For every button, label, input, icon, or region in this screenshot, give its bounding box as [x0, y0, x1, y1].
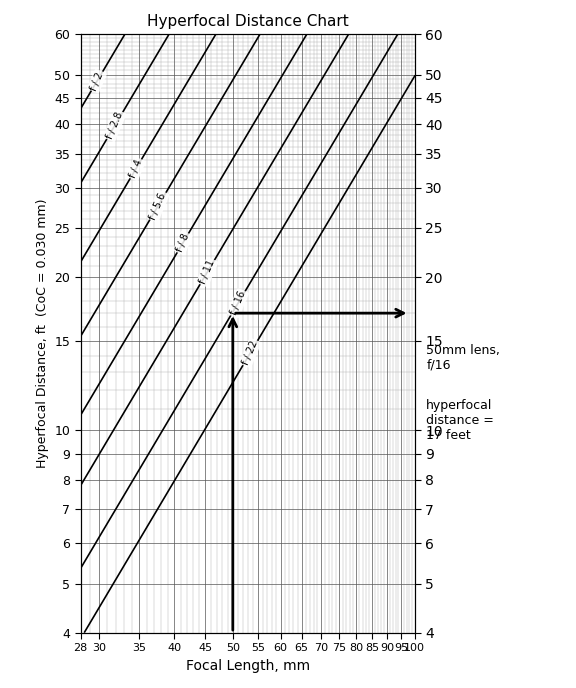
Y-axis label: Hyperfocal Distance, ft  (CoC = 0.030 mm): Hyperfocal Distance, ft (CoC = 0.030 mm)	[36, 199, 48, 469]
Text: f / 16: f / 16	[229, 290, 248, 317]
Text: f / 11: f / 11	[198, 259, 217, 286]
Text: hyperfocal
distance =
17 feet: hyperfocal distance = 17 feet	[426, 399, 494, 442]
Text: f / 4: f / 4	[127, 158, 144, 180]
Title: Hyperfocal Distance Chart: Hyperfocal Distance Chart	[147, 14, 348, 29]
Text: f / 5.6: f / 5.6	[148, 191, 168, 221]
Text: f / 22: f / 22	[241, 339, 260, 367]
Text: f / 2: f / 2	[89, 70, 105, 92]
Text: f / 2.8: f / 2.8	[105, 111, 125, 140]
X-axis label: Focal Length, mm: Focal Length, mm	[185, 659, 310, 673]
Text: f / 8: f / 8	[175, 233, 191, 254]
Text: 50mm lens,
f/16: 50mm lens, f/16	[426, 344, 500, 372]
